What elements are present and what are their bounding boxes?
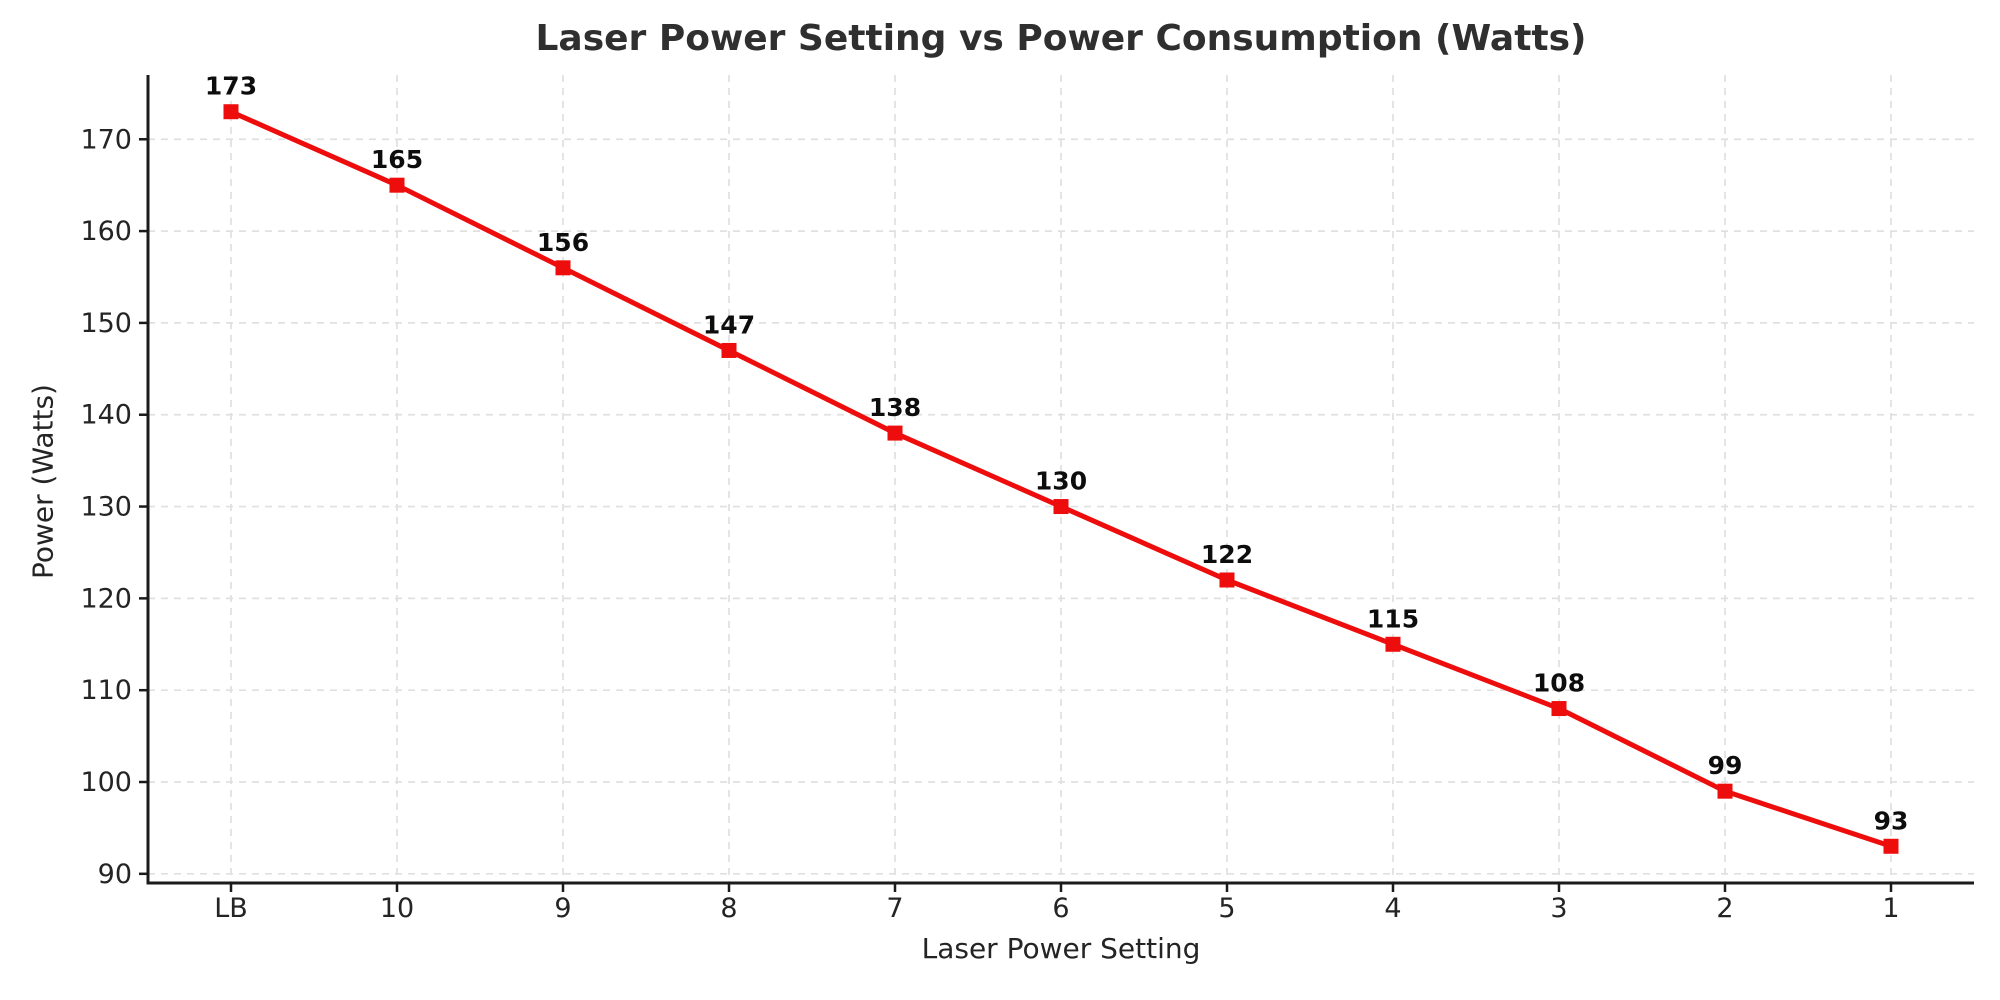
x-axis-label: Laser Power Setting [921, 932, 1201, 965]
data-point-label: 156 [537, 228, 589, 257]
data-point-marker [1717, 783, 1733, 799]
x-tick-label: 9 [554, 893, 571, 924]
data-point-marker [1883, 838, 1899, 854]
x-tick-label: 7 [886, 893, 903, 924]
data-point-marker [721, 342, 737, 358]
data-point-label: 108 [1533, 669, 1585, 698]
data-point-label: 122 [1201, 540, 1253, 569]
data-point-label: 115 [1367, 604, 1419, 633]
y-tick-label: 100 [80, 767, 132, 798]
y-tick-label: 130 [80, 492, 132, 523]
data-point-marker [389, 177, 405, 193]
x-tick-label: 1 [1882, 893, 1899, 924]
data-point-label: 93 [1874, 806, 1909, 835]
y-tick-label: 170 [80, 124, 132, 155]
y-tick-label: 160 [80, 216, 132, 247]
y-tick-label: 120 [80, 583, 132, 614]
x-tick-label: 6 [1052, 893, 1069, 924]
y-axis-label: Power (Watts) [26, 384, 60, 580]
data-point-marker [555, 260, 571, 276]
x-tick-label: 2 [1716, 893, 1733, 924]
data-point-marker [223, 104, 239, 120]
x-tick-label: LB [214, 893, 248, 924]
data-point-marker [1219, 572, 1235, 588]
data-point-marker [887, 425, 903, 441]
data-point-label: 130 [1035, 467, 1087, 496]
x-tick-label: 4 [1384, 893, 1401, 924]
data-point-marker [1053, 499, 1069, 515]
chart-title: Laser Power Setting vs Power Consumption… [535, 18, 1587, 59]
data-point-marker [1551, 701, 1567, 717]
data-point-label: 138 [869, 393, 921, 422]
x-tick-label: 5 [1218, 893, 1235, 924]
data-point-label: 147 [703, 310, 755, 339]
data-point-label: 165 [371, 145, 423, 174]
x-tick-label: 10 [380, 893, 414, 924]
y-tick-label: 90 [98, 859, 132, 890]
x-tick-label: 3 [1550, 893, 1567, 924]
y-tick-label: 140 [80, 400, 132, 431]
x-tick-label: 8 [720, 893, 737, 924]
data-point-marker [1385, 636, 1401, 652]
y-tick-label: 110 [80, 675, 132, 706]
data-point-label: 173 [205, 72, 257, 101]
data-point-label: 99 [1708, 751, 1743, 780]
y-tick-label: 150 [80, 308, 132, 339]
